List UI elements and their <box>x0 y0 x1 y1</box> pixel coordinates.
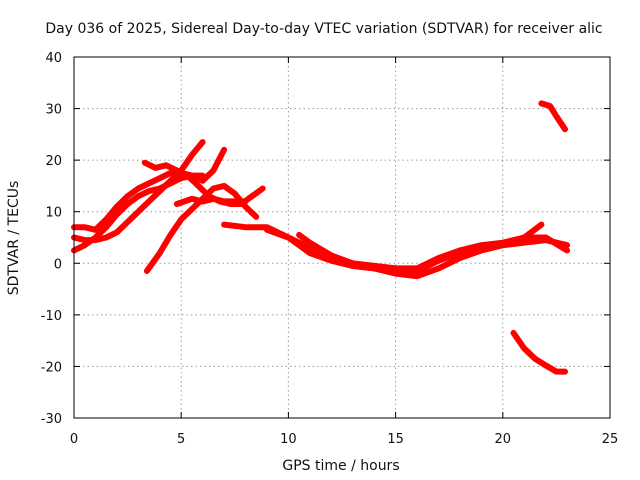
y-tick-label: 0 <box>54 257 62 272</box>
x-tick-label: 10 <box>280 432 297 447</box>
y-tick-label: 40 <box>45 51 62 66</box>
y-axis-label: SDTVAR / TECUs <box>6 181 22 296</box>
x-tick-label: 25 <box>602 432 619 447</box>
ticks: 0 5 10 15 20 25 -30 -20 -10 0 10 20 30 40 <box>41 51 619 447</box>
x-tick-label: 0 <box>70 432 78 447</box>
series-trace-6 <box>173 195 249 207</box>
series-trace-11 <box>510 329 568 375</box>
y-tick-label: 10 <box>45 206 62 221</box>
plot-frame <box>73 56 611 419</box>
y-tick-label: 20 <box>45 154 62 169</box>
y-tick-label: 30 <box>45 103 62 118</box>
y-tick-label: -10 <box>41 309 62 324</box>
series-trace-3 <box>71 146 228 233</box>
x-tick-label: 5 <box>177 432 185 447</box>
x-tick-label: 15 <box>387 432 404 447</box>
series-trace-9 <box>296 231 571 272</box>
x-axis-label: GPS time / hours <box>282 458 399 474</box>
y-tick-label: -30 <box>41 412 62 427</box>
y-tick-label: -20 <box>41 360 62 375</box>
series-trace-10 <box>538 100 568 133</box>
x-tick-label: 20 <box>495 432 512 447</box>
chart-title: Day 036 of 2025, Sidereal Day-to-day VTE… <box>45 21 602 37</box>
series-group <box>71 100 571 375</box>
